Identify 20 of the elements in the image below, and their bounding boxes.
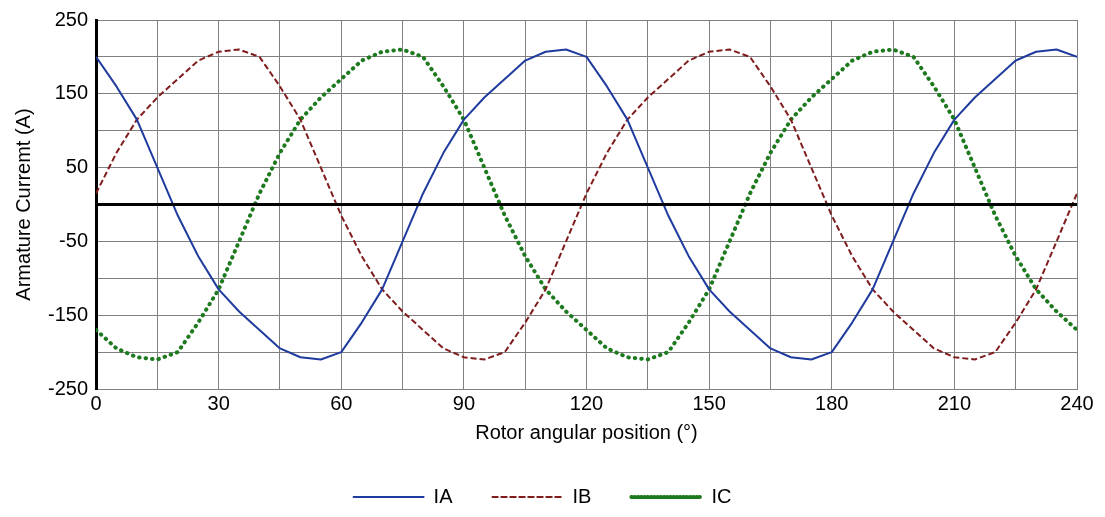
x-tick-label: 240 [1060,391,1094,414]
y-tick-label: -50 [59,228,89,251]
y-tick-label: -150 [48,302,89,325]
y-tick-label: 150 [54,81,89,104]
x-axis-title: Rotor angular position (°) [475,420,698,443]
x-tick-label: 90 [452,391,476,414]
x-tick-label: 180 [815,391,849,414]
y-tick-label: -250 [48,376,89,399]
y-tick-label: 250 [54,7,89,30]
x-tick-label: 150 [692,391,726,414]
legend-label: IB [572,484,592,507]
legend-label: IC [711,484,732,507]
y-tick-label: 50 [65,155,89,178]
x-tick-label: 120 [569,391,604,414]
x-tick-label: 210 [937,391,972,414]
y-axis-title: Armature Curremt (A) [11,108,34,301]
x-tick-label: 0 [90,391,102,414]
x-tick-label: 60 [330,391,353,414]
x-tick-label: 30 [207,391,230,414]
legend-label: IA [433,484,454,507]
